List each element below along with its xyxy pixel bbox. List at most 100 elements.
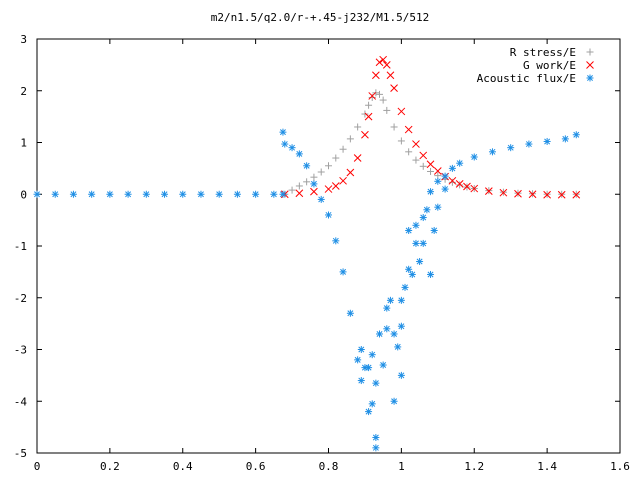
data-point	[339, 176, 347, 185]
data-point	[412, 221, 420, 229]
x-tick-label: 0.2	[100, 460, 120, 473]
data-point	[426, 160, 435, 169]
data-point	[354, 356, 362, 364]
data-point	[142, 190, 150, 198]
data-point	[368, 400, 376, 408]
data-point	[430, 226, 438, 234]
x-tick-label: 1.2	[464, 460, 484, 473]
legend-marker	[586, 61, 594, 69]
data-point	[372, 379, 380, 387]
data-point	[379, 96, 387, 104]
data-point	[419, 239, 427, 247]
data-point	[412, 156, 420, 164]
chart-title: m2/n1.5/q2.0/r-+.45-j232/M1.5/512	[211, 11, 430, 24]
data-point	[270, 190, 278, 198]
data-point	[317, 195, 325, 203]
data-point	[383, 106, 391, 114]
data-point	[303, 178, 311, 186]
data-point	[434, 203, 442, 211]
data-point	[525, 140, 533, 148]
data-point	[372, 71, 380, 80]
data-point	[324, 185, 333, 193]
y-tick-label: 3	[20, 33, 27, 46]
data-point	[543, 190, 551, 199]
data-point	[383, 304, 391, 312]
y-tick-label: -4	[14, 395, 28, 408]
data-point	[433, 167, 442, 175]
data-point	[427, 167, 435, 175]
x-tick-label: 0	[34, 460, 41, 473]
legend-label: R stress/E	[510, 46, 576, 59]
data-point	[397, 107, 406, 116]
data-point	[346, 135, 354, 143]
x-tick-label: 1.4	[537, 460, 557, 473]
y-tick-label: 0	[20, 188, 27, 201]
data-point	[279, 128, 287, 136]
y-tick-label: -2	[14, 292, 27, 305]
data-point	[470, 153, 478, 161]
series-layer	[33, 55, 581, 452]
data-point	[419, 151, 428, 160]
data-point	[376, 90, 384, 98]
data-point	[390, 397, 398, 405]
data-point	[361, 110, 369, 118]
data-point	[368, 92, 377, 100]
legend-marker	[586, 48, 594, 56]
data-point	[288, 186, 296, 194]
data-point	[405, 226, 413, 234]
data-point	[427, 188, 435, 196]
y-tick-label: 2	[20, 85, 27, 98]
data-point	[69, 190, 77, 198]
data-point	[51, 190, 59, 198]
series-1	[280, 55, 581, 199]
data-point	[390, 123, 398, 131]
data-point	[397, 322, 405, 330]
data-point	[372, 444, 380, 452]
data-point	[372, 433, 380, 441]
data-point	[332, 237, 340, 245]
data-point	[124, 190, 132, 198]
data-point	[303, 162, 311, 170]
data-point	[288, 144, 296, 152]
data-point	[106, 190, 114, 198]
data-point	[346, 309, 354, 317]
data-point	[397, 296, 405, 304]
x-axis: 0 0.2 0.4 0.6 0.8 1 1.2 1.4 1.6	[34, 39, 630, 473]
series-0	[281, 89, 580, 198]
data-point	[339, 145, 347, 153]
data-point	[197, 190, 205, 198]
data-point	[339, 268, 347, 276]
data-point	[456, 159, 464, 167]
data-point	[528, 190, 537, 199]
x-tick-label: 1	[398, 460, 405, 473]
data-point	[379, 361, 387, 369]
data-point	[215, 190, 223, 198]
data-point	[331, 182, 340, 190]
y-axis: 3 2 1 0 -1 -2 -3 -4 -5	[14, 33, 620, 460]
data-point	[412, 140, 420, 148]
y-tick-label: -3	[14, 344, 27, 357]
data-point	[310, 173, 318, 181]
data-point	[434, 177, 442, 185]
data-point	[368, 93, 376, 101]
y-tick-label: -5	[14, 447, 27, 460]
data-point	[310, 187, 318, 196]
y-tick-label: -1	[14, 240, 27, 253]
data-point	[441, 172, 449, 180]
data-point	[394, 343, 402, 351]
plot-frame	[36, 38, 621, 454]
data-point	[441, 185, 449, 193]
x-tick-label: 0.6	[246, 460, 266, 473]
data-point	[488, 148, 496, 156]
data-point	[161, 190, 169, 198]
series-2	[33, 128, 580, 452]
data-point	[353, 154, 362, 162]
data-point	[390, 330, 398, 338]
data-point	[448, 164, 456, 172]
data-point	[325, 211, 332, 219]
data-point	[357, 377, 365, 385]
data-point	[455, 180, 464, 188]
data-point	[419, 162, 427, 170]
